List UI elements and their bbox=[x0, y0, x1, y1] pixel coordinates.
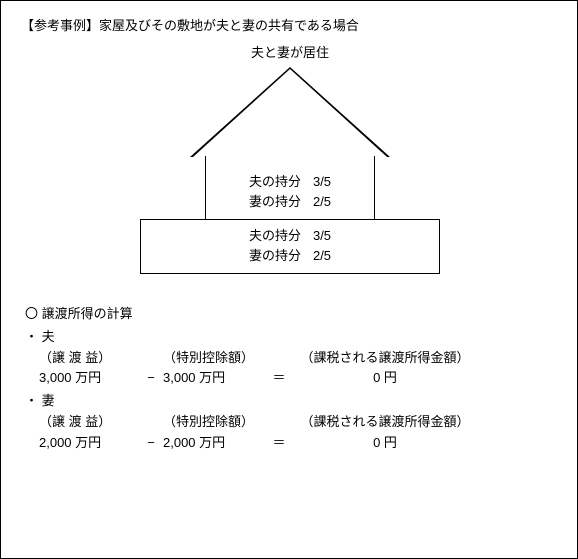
calculation-section: 〇 譲渡所得の計算 ・ 夫 （譲 渡 益） （特別控除額） （課税される譲渡所得… bbox=[21, 304, 559, 454]
house-husband-label: 夫の持分 bbox=[249, 172, 301, 192]
husband-block: ・ 夫 （譲 渡 益） （特別控除額） （課税される譲渡所得金額） 3,000 … bbox=[25, 327, 559, 389]
land-husband-fraction: 3/5 bbox=[313, 226, 331, 246]
wife-deduction: 2,000 万円 bbox=[163, 433, 263, 454]
equals-sign: ＝ bbox=[263, 433, 295, 454]
wife-labels-row: （譲 渡 益） （特別控除額） （課税される譲渡所得金額） bbox=[39, 412, 559, 433]
house-wife-fraction: 2/5 bbox=[313, 192, 331, 212]
husband-values-row: 3,000 万円 − 3,000 万円 ＝ 0 円 bbox=[39, 368, 559, 389]
house-shape: 夫の持分 3/5 妻の持分 2/5 夫の持分 3/5 妻の持 bbox=[140, 67, 440, 276]
house-diagram: 夫の持分 3/5 妻の持分 2/5 夫の持分 3/5 妻の持 bbox=[21, 67, 559, 276]
wife-block: ・ 妻 （譲 渡 益） （特別控除額） （課税される譲渡所得金額） 2,000 … bbox=[25, 391, 559, 453]
label-deduction: （特別控除額） bbox=[163, 348, 263, 369]
bullet-icon: ・ bbox=[25, 329, 38, 344]
land-body: 夫の持分 3/5 妻の持分 2/5 bbox=[140, 219, 440, 274]
minus-sign: − bbox=[139, 368, 163, 389]
minus-sign: − bbox=[139, 433, 163, 454]
house-husband-fraction: 3/5 bbox=[313, 172, 331, 192]
land-shares: 夫の持分 3/5 妻の持分 2/5 bbox=[249, 226, 331, 265]
husband-name: 夫 bbox=[42, 329, 55, 344]
husband-deduction: 3,000 万円 bbox=[163, 368, 263, 389]
label-gain: （譲 渡 益） bbox=[39, 412, 139, 433]
house-caption: 夫と妻が居住 bbox=[21, 42, 559, 61]
husband-labels-row: （譲 渡 益） （特別控除額） （課税される譲渡所得金額） bbox=[39, 348, 559, 369]
land-husband-label: 夫の持分 bbox=[249, 226, 301, 246]
roof-shape bbox=[190, 67, 390, 157]
equals-sign: ＝ bbox=[263, 368, 295, 389]
label-taxed: （課税される譲渡所得金額） bbox=[295, 412, 475, 433]
label-deduction: （特別控除額） bbox=[163, 412, 263, 433]
husband-taxed: 0 円 bbox=[295, 368, 475, 389]
house-body: 夫の持分 3/5 妻の持分 2/5 bbox=[205, 156, 375, 220]
wife-values-row: 2,000 万円 − 2,000 万円 ＝ 0 円 bbox=[39, 433, 559, 454]
house-wife-label: 妻の持分 bbox=[249, 192, 301, 212]
wife-taxed: 0 円 bbox=[295, 433, 475, 454]
label-gain: （譲 渡 益） bbox=[39, 348, 139, 369]
husband-name-line: ・ 夫 bbox=[25, 327, 559, 348]
land-wife-fraction: 2/5 bbox=[313, 246, 331, 266]
husband-gain: 3,000 万円 bbox=[39, 368, 139, 389]
wife-gain: 2,000 万円 bbox=[39, 433, 139, 454]
house-shares: 夫の持分 3/5 妻の持分 2/5 bbox=[249, 172, 331, 211]
label-taxed: （課税される譲渡所得金額） bbox=[295, 348, 475, 369]
document-page: 【参考事例】家屋及びその敷地が夫と妻の共有である場合 夫と妻が居住 夫の持分 3… bbox=[0, 0, 578, 559]
bullet-icon: ・ bbox=[25, 393, 38, 408]
land-wife-label: 妻の持分 bbox=[249, 246, 301, 266]
calc-heading: 〇 譲渡所得の計算 bbox=[25, 304, 559, 325]
wife-name: 妻 bbox=[42, 393, 55, 408]
page-title: 【参考事例】家屋及びその敷地が夫と妻の共有である場合 bbox=[21, 15, 559, 34]
wife-name-line: ・ 妻 bbox=[25, 391, 559, 412]
